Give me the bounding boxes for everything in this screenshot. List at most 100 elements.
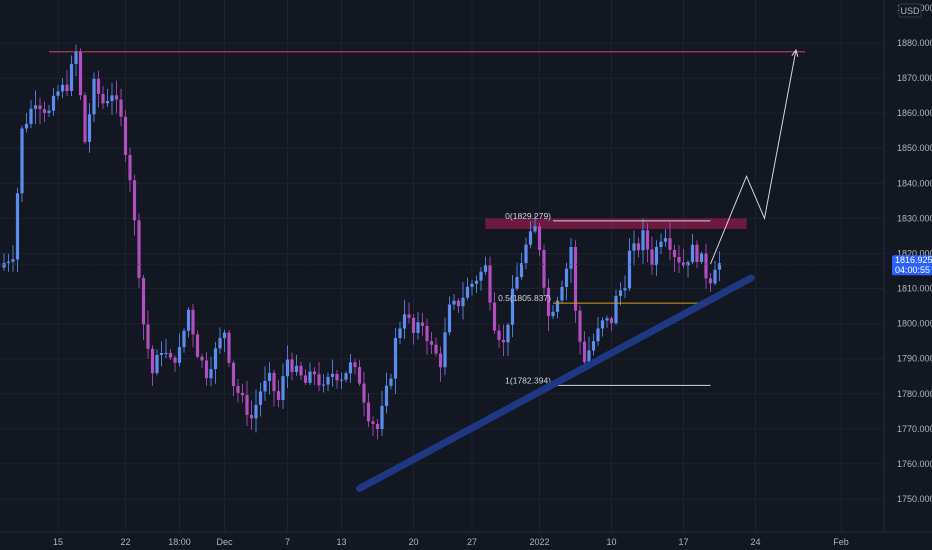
y-tick-label: 1850.000 — [897, 143, 932, 153]
overlay-front: 0(1829.279) 0.5(1805.837) 1(1782.394) — [0, 48, 884, 492]
candle-body — [218, 338, 222, 349]
supply-zone — [485, 218, 747, 229]
candle-body — [573, 247, 578, 311]
candle-body — [60, 84, 65, 92]
price-axis[interactable]: 1750.000 1760.000 1770.000 1780.000 1790.000… — [883, 0, 932, 550]
candle-body — [551, 311, 555, 317]
candle-body — [677, 256, 681, 263]
candle-body — [434, 344, 438, 354]
candle-body — [276, 391, 281, 401]
candle-body — [42, 109, 47, 113]
y-tick-label: 1750.000 — [897, 494, 932, 504]
grid — [0, 0, 884, 532]
candle-body — [555, 300, 560, 312]
candle-body — [65, 84, 69, 91]
y-tick-label: 1810.000 — [897, 284, 932, 294]
x-tick-label: 24 — [750, 537, 760, 547]
candle-body — [560, 286, 564, 301]
candle-body — [114, 95, 119, 100]
y-tick-label: 1800.000 — [897, 319, 932, 329]
candle-body — [285, 359, 290, 377]
candle-body — [416, 322, 420, 333]
candle-body — [578, 310, 582, 342]
candle-body — [488, 265, 492, 303]
candle-body — [618, 290, 623, 296]
candle-body — [461, 297, 465, 307]
candle-body — [240, 392, 245, 396]
candle-body — [78, 52, 83, 96]
projection-arrowhead — [791, 48, 799, 57]
candle-body — [371, 421, 375, 425]
candle-body — [29, 108, 33, 124]
candle-body — [128, 154, 132, 181]
currency-badge[interactable] — [898, 3, 922, 18]
candle-body — [569, 247, 573, 269]
candle-body — [272, 372, 276, 392]
candle-body — [438, 353, 443, 368]
candle-body — [92, 78, 96, 115]
candle-body — [38, 105, 42, 110]
candle-body — [470, 283, 474, 287]
candle-body — [510, 288, 515, 325]
candle-body — [483, 265, 488, 272]
candle-body — [614, 295, 618, 324]
y-tick-label: 1870.000 — [897, 73, 932, 83]
candles — [2, 44, 722, 440]
x-tick-label: 22 — [120, 537, 130, 547]
candle-body — [204, 360, 209, 379]
candle-body — [119, 99, 123, 117]
candle-body — [11, 259, 15, 262]
candle-body — [632, 243, 636, 251]
candle-body — [393, 338, 398, 379]
candle-body — [168, 352, 173, 358]
candle-body — [506, 324, 510, 343]
candle-body — [668, 238, 672, 250]
candle-body — [164, 352, 168, 354]
candle-body — [299, 365, 303, 376]
candle-body — [101, 93, 105, 104]
candle-body — [663, 238, 668, 242]
y-tick-label: 1780.000 — [897, 389, 932, 399]
y-tick-label: 1840.000 — [897, 178, 932, 188]
x-tick-label: Feb — [833, 537, 849, 547]
candle-body — [519, 263, 524, 278]
candle-body — [249, 414, 254, 419]
candle-body — [362, 383, 366, 403]
candle-body — [303, 375, 308, 383]
candle-body — [69, 63, 74, 91]
candle-body — [330, 373, 335, 377]
candle-body — [708, 278, 713, 284]
time-axis[interactable]: 15 22 18:00 Dec 7 13 20 27 2022 10 17 24 Feb — [0, 531, 932, 550]
candle-body — [317, 374, 321, 386]
candle-body — [695, 244, 699, 262]
candle-body — [492, 302, 497, 331]
candle-body — [267, 372, 272, 381]
candle-body — [447, 304, 452, 333]
x-tick-label: 27 — [467, 537, 477, 547]
candle-body — [155, 354, 159, 374]
candle-body — [452, 300, 456, 305]
candle-body — [326, 376, 330, 385]
candle-body — [87, 114, 92, 142]
candle-body — [47, 110, 51, 113]
candle-body — [231, 362, 236, 386]
candle-body — [213, 348, 218, 370]
candle-body — [704, 253, 708, 279]
candle-body — [150, 348, 155, 374]
candle-body — [56, 91, 60, 96]
candle-body — [195, 334, 200, 357]
candle-body — [159, 353, 164, 355]
x-tick-label: 13 — [336, 537, 346, 547]
candle-body — [528, 231, 533, 245]
x-tick-label: 17 — [678, 537, 688, 547]
candle-body — [524, 244, 528, 264]
candle-body — [236, 385, 240, 393]
last-price-value: 1816.925 — [895, 255, 932, 265]
candle-body — [636, 243, 641, 251]
candle-body — [645, 230, 650, 250]
candle-body — [2, 262, 6, 268]
candle-body — [600, 320, 605, 329]
candle-body — [654, 246, 659, 266]
